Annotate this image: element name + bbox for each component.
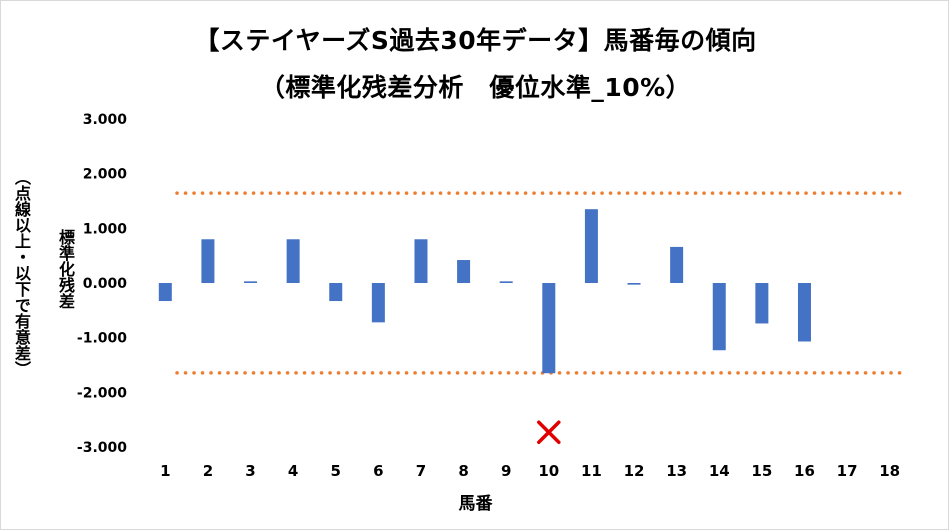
bar xyxy=(457,260,471,283)
x-tick-label: 16 xyxy=(794,462,815,480)
bar xyxy=(627,283,641,285)
bar xyxy=(499,281,513,283)
y-tick-label: 1.000 xyxy=(83,221,128,237)
bar xyxy=(670,246,684,283)
x-tick-label: 3 xyxy=(245,462,255,480)
x-tick-label: 11 xyxy=(581,462,602,480)
x-tick-label: 4 xyxy=(288,462,298,480)
x-tick-label: 1 xyxy=(160,462,170,480)
x-tick-label: 8 xyxy=(458,462,468,480)
y-tick-label: -3.000 xyxy=(77,440,127,456)
y-tick-label: -2.000 xyxy=(77,385,127,401)
bar xyxy=(712,283,726,351)
x-tick-label: 9 xyxy=(501,462,511,480)
bar xyxy=(201,239,215,283)
x-axis-label: 馬番 xyxy=(458,494,493,514)
bar xyxy=(329,283,343,302)
x-tick-label: 15 xyxy=(751,462,772,480)
x-tick-label: 2 xyxy=(203,462,213,480)
x-tick-label: 5 xyxy=(331,462,341,480)
bar xyxy=(158,283,172,302)
marker-cross-stroke xyxy=(537,420,561,444)
bar xyxy=(755,283,769,324)
y-tick-label: 0.000 xyxy=(83,276,128,292)
chart-title-line1: 【ステイヤーズS過去30年データ】馬番毎の傾向 xyxy=(194,26,757,55)
x-tick-label: 10 xyxy=(538,462,559,480)
x-tick-label: 17 xyxy=(837,462,858,480)
bar xyxy=(584,209,598,283)
bar xyxy=(244,281,258,283)
y-tick-label: 2.000 xyxy=(83,167,128,183)
y-tick-label: 3.000 xyxy=(83,112,128,128)
bar xyxy=(797,283,811,342)
x-tick-label: 7 xyxy=(416,462,426,480)
x-tick-label: 14 xyxy=(709,462,730,480)
x-tick-label: 6 xyxy=(373,462,383,480)
bar xyxy=(371,283,385,323)
bar xyxy=(286,239,300,283)
x-tick-label: 13 xyxy=(666,462,687,480)
bar xyxy=(542,283,556,374)
x-tick-label: 18 xyxy=(879,462,900,480)
chart-title-line2: （標準化残差分析 優位水準_10%） xyxy=(259,73,692,102)
y-axis-label-note: （点線以上・以下で有意差） xyxy=(12,169,31,377)
x-tick-label: 12 xyxy=(624,462,645,480)
bar xyxy=(414,239,428,283)
y-tick-label: -1.000 xyxy=(77,331,127,347)
y-axis-label-main: 標準化残差 xyxy=(56,229,75,309)
